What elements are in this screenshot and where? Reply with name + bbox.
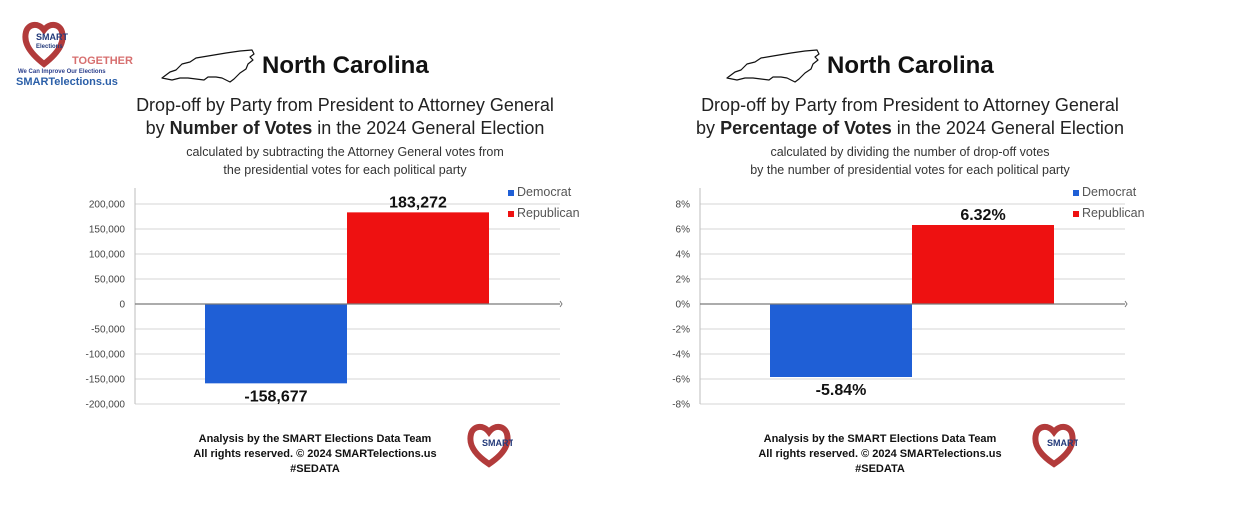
y-tick-label: -200,000 [86, 400, 126, 411]
y-tick-label: 150,000 [89, 225, 126, 236]
smart-elections-logo: SMART Elections TOGETHER We Can Improve O… [16, 20, 134, 90]
y-tick-label: -6% [672, 375, 690, 386]
title-line-1: Drop-off by Party from President to Atto… [136, 95, 554, 115]
chart-title: Drop-off by Party from President to Atto… [45, 94, 645, 140]
y-tick-label: 2% [676, 275, 691, 286]
title-emphasis: Number of Votes [169, 118, 313, 138]
y-tick-label: 6% [676, 225, 691, 236]
y-tick-label: -2% [672, 325, 690, 336]
chart-subtitle: calculated by subtracting the Attorney G… [45, 143, 645, 179]
chart-subtitle: calculated by dividing the number of dro… [610, 143, 1210, 179]
bar-chart-votes: 200,000 150,000 100,000 50,000 0 -50,000 -100,… [86, 185, 580, 411]
y-tick-label: 100,000 [89, 250, 126, 261]
heart-logo-icon [22, 22, 66, 68]
legend-label-republican: Republican [517, 206, 580, 220]
title-prefix: by [145, 118, 170, 138]
data-label-democrat: -5.84% [816, 382, 867, 399]
y-tick-label: -8% [672, 400, 690, 411]
subtitle-line-1: calculated by subtracting the Attorney G… [186, 145, 504, 159]
y-tick-label: 0% [676, 300, 691, 311]
footer-line-2: All rights reserved. © 2024 SMARTelectio… [758, 448, 1002, 460]
state-name: North Carolina [827, 52, 994, 79]
bar-republican [347, 212, 489, 304]
panel-number-of-votes: North Carolina Drop-off by Party from Pr… [45, 0, 645, 517]
subtitle-line-2: the presidential votes for each politica… [223, 163, 467, 177]
state-name: North Carolina [262, 52, 429, 79]
subtitle-line-1: calculated by dividing the number of dro… [770, 145, 1050, 159]
y-tick-label: -4% [672, 350, 690, 361]
legend-label-democrat: Democrat [1082, 185, 1137, 199]
logo-wordmark: SMART Elections [36, 32, 68, 51]
legend-label-republican: Republican [1082, 206, 1145, 220]
legend-label-democrat: Democrat [517, 185, 572, 199]
y-tick-label: 8% [676, 200, 691, 211]
svg-text:SMART: SMART [482, 438, 513, 448]
svg-text:SMART: SMART [1047, 438, 1078, 448]
title-prefix: by [696, 118, 721, 138]
data-label-republican: 183,272 [389, 194, 447, 211]
y-tick-label: 50,000 [94, 275, 125, 286]
footer-line-1: Analysis by the SMART Elections Data Tea… [198, 433, 432, 445]
data-label-republican: 6.32% [960, 207, 1005, 224]
y-tick-label: 0 [119, 300, 125, 311]
footer-hashtag: #SEDATA [855, 463, 905, 475]
logo-tagline: We Can Improve Our Elections [18, 69, 106, 75]
y-tick-label: -50,000 [91, 325, 125, 336]
panel-percentage-of-votes: North Carolina Drop-off by Party from Pr… [610, 0, 1210, 517]
logo-together: TOGETHER [72, 55, 133, 67]
heart-logo-icon: SMART [1032, 424, 1078, 468]
x-axis-arrow [1124, 300, 1128, 308]
title-emphasis: Percentage of Votes [720, 118, 892, 138]
north-carolina-outline-icon [161, 49, 255, 83]
x-axis-arrow [559, 300, 563, 308]
logo-url: SMARTelections.us [16, 76, 118, 88]
title-line-2: by Percentage of Votes in the 2024 Gener… [610, 117, 1210, 140]
bar-democrat [205, 304, 347, 384]
bar-republican [912, 225, 1054, 304]
data-label-democrat: -158,677 [244, 388, 307, 405]
title-line-1: Drop-off by Party from President to Atto… [701, 95, 1119, 115]
footer-hashtag: #SEDATA [290, 463, 340, 475]
title-line-2: by Number of Votes in the 2024 General E… [45, 117, 645, 140]
y-tick-label: 4% [676, 250, 691, 261]
legend-swatch-republican [508, 211, 514, 217]
north-carolina-outline-icon [726, 49, 820, 83]
footer-line-2: All rights reserved. © 2024 SMARTelectio… [193, 448, 437, 460]
y-tick-label: 200,000 [89, 200, 126, 211]
footer-line-1: Analysis by the SMART Elections Data Tea… [763, 433, 997, 445]
legend-swatch-democrat [508, 190, 514, 196]
title-suffix: in the 2024 General Election [891, 118, 1124, 138]
title-suffix: in the 2024 General Election [312, 118, 545, 138]
legend-swatch-republican [1073, 211, 1079, 217]
subtitle-line-2: by the number of presidential votes for … [750, 163, 1070, 177]
bar-democrat [770, 304, 912, 377]
footer-credits: Analysis by the SMART Elections Data Tea… [165, 432, 465, 477]
footer-credits: Analysis by the SMART Elections Data Tea… [730, 432, 1030, 477]
bar-chart-percentage: 8% 6% 4% 2% 0% -2% -4% -6% -8% -5.84% 6.32% Democra… [672, 185, 1145, 411]
state-header: North Carolina [160, 46, 429, 86]
chart-title: Drop-off by Party from President to Atto… [610, 94, 1210, 140]
y-tick-label: -100,000 [86, 350, 126, 361]
y-tick-label: -150,000 [86, 375, 126, 386]
heart-logo-icon: SMART [467, 424, 513, 468]
state-header: North Carolina [725, 46, 994, 86]
legend-swatch-democrat [1073, 190, 1079, 196]
